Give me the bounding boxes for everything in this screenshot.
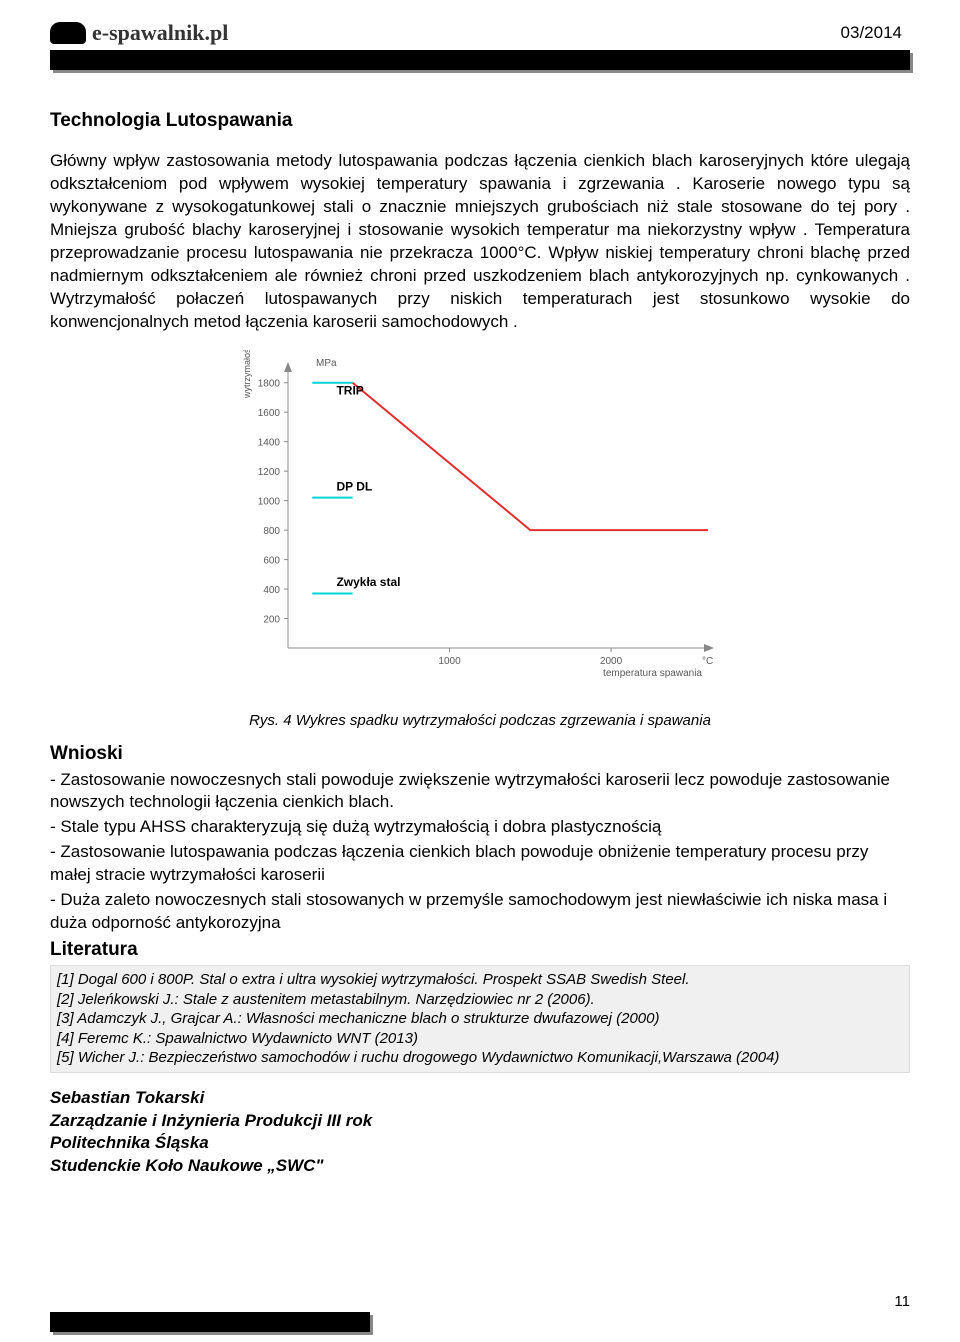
literature-title: Literatura xyxy=(50,939,910,961)
svg-text:2000: 2000 xyxy=(599,656,622,667)
author-block: Sebastian Tokarski Zarządzanie i Inżynie… xyxy=(50,1087,910,1179)
reference-item: [4] Feremc K.: Spawalnictwo Wydawnicto W… xyxy=(57,1029,903,1049)
site-logo: e-spawalnik.pl xyxy=(50,20,228,46)
strength-temperature-chart: 200 400 600 800 1000 1200 1400 1600 1800 1000 2000… xyxy=(233,350,728,688)
page-number: 11 xyxy=(50,1293,910,1310)
svg-text:1800: 1800 xyxy=(257,378,280,389)
svg-text:MPa: MPa xyxy=(316,358,337,369)
issue-date: 03/2014 xyxy=(841,23,902,43)
svg-text:800: 800 xyxy=(263,526,280,537)
conclusions-title: Wnioski xyxy=(50,743,910,765)
conclusion-item: - Zastosowanie nowoczesnych stali powodu… xyxy=(50,769,910,815)
svg-text:wytrzymałość: wytrzymałość xyxy=(242,350,252,399)
header-divider-bar xyxy=(50,50,910,70)
author-line2: Zarządzanie i Inżynieria Produkcji III r… xyxy=(50,1110,910,1133)
chart-container: 200 400 600 800 1000 1200 1400 1600 1800 1000 2000… xyxy=(50,350,910,688)
svg-text:1200: 1200 xyxy=(257,467,280,478)
reference-item: [1] Dogal 600 i 800P. Stal o extra i ult… xyxy=(57,970,903,990)
author-line3: Politechnika Śląska xyxy=(50,1132,910,1155)
reference-item: [5] Wicher J.: Bezpieczeństwo samochodów… xyxy=(57,1048,903,1068)
conclusion-item: - Stale typu AHSS charakteryzują się duż… xyxy=(50,816,910,839)
conclusion-item: - Zastosowanie lutospawania podczas łącz… xyxy=(50,841,910,887)
svg-text:DP DL: DP DL xyxy=(336,479,372,493)
section-title: Technologia Lutospawania xyxy=(50,110,910,132)
svg-text:TRIP: TRIP xyxy=(336,383,363,397)
chart-caption: Rys. 4 Wykres spadku wytrzymałości podcz… xyxy=(50,712,910,729)
body-paragraph: Główny wpływ zastosowania metody lutospa… xyxy=(50,150,910,334)
reference-item: [2] Jeleńkowski J.: Stale z austenitem m… xyxy=(57,990,903,1010)
footer-divider-bar xyxy=(50,1312,370,1332)
svg-text:200: 200 xyxy=(263,614,280,625)
svg-text:Zwykła stal: Zwykła stal xyxy=(336,575,400,589)
svg-text:1400: 1400 xyxy=(257,437,280,448)
svg-text:1000: 1000 xyxy=(438,656,461,667)
svg-text:°C: °C xyxy=(702,656,713,667)
literature-box: [1] Dogal 600 i 800P. Stal o extra i ult… xyxy=(50,965,910,1073)
page-header: e-spawalnik.pl 03/2014 xyxy=(50,20,910,46)
page-footer: 11 xyxy=(50,1293,910,1332)
svg-text:600: 600 xyxy=(263,555,280,566)
author-name: Sebastian Tokarski xyxy=(50,1087,910,1110)
author-line4: Studenckie Koło Naukowe „SWC" xyxy=(50,1155,910,1178)
reference-item: [3] Adamczyk J., Grajcar A.: Własności m… xyxy=(57,1009,903,1029)
conclusions-block: - Zastosowanie nowoczesnych stali powodu… xyxy=(50,769,910,936)
logo-icon xyxy=(50,22,86,44)
conclusion-item: - Duża zaleto nowoczesnych stali stosowa… xyxy=(50,889,910,935)
svg-text:1000: 1000 xyxy=(257,496,280,507)
svg-text:temperatura spawania: temperatura spawania xyxy=(603,668,702,679)
logo-text: e-spawalnik.pl xyxy=(92,20,228,46)
svg-text:1600: 1600 xyxy=(257,408,280,419)
svg-text:400: 400 xyxy=(263,585,280,596)
